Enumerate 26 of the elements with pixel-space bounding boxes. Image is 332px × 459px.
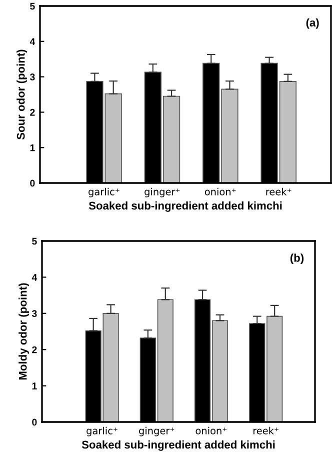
x-axis-title: Soaked sub-ingredient added kimchi [82,440,275,451]
y-tick-label: 3 [30,74,35,80]
x-tick-label: reek⁺ [266,188,292,196]
x-axis-title: Soaked sub-ingredient added kimchi [88,201,282,212]
x-tick-label: ginger⁺ [144,188,180,198]
x-tick-label: reek⁺ [253,426,278,434]
y-tick-label: 2 [32,346,37,354]
y-tick-label: 0 [32,418,37,426]
y-tick-label: 0 [30,180,35,187]
y-tick-label: 1 [30,144,35,152]
x-tick-label: ginger⁺ [139,426,174,436]
x-tick-label: onion⁺ [196,426,227,434]
x-tick-label: garlic⁺ [86,426,118,436]
x-tick-label: onion⁺ [204,188,236,196]
y-tick-label: 1 [32,382,37,390]
y-tick-label: 4 [30,38,36,45]
y-tick-label: 3 [32,310,37,318]
x-tick-label: garlic⁺ [88,188,120,198]
annotation: (b) [290,254,304,264]
y-tick-label: 5 [30,2,35,10]
y-tick-label: 5 [32,238,37,245]
y-axis-title: Moldy odor (point) [18,283,29,380]
y-tick-label: 2 [30,108,35,116]
y-tick-label: 4 [32,274,38,281]
annotation: (a) [306,18,319,29]
y-axis-title: Sour odor (point) [16,50,27,140]
